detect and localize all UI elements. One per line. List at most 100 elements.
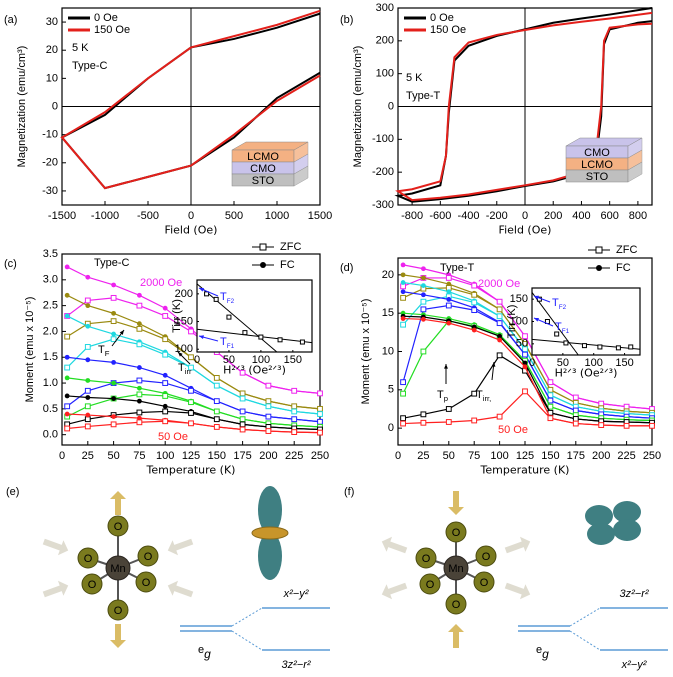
zfc-marker — [292, 430, 297, 435]
zfc-marker — [240, 409, 245, 414]
zfc-marker — [189, 388, 194, 393]
zfc-marker — [85, 424, 90, 429]
zfc-marker — [318, 419, 323, 424]
fc-marker — [65, 314, 70, 319]
oxygen-label: O — [84, 553, 93, 565]
y-tick-label: 100 — [376, 68, 394, 80]
zfc-marker — [214, 297, 218, 301]
x-tick-label: 75 — [133, 450, 145, 462]
zfc-marker — [243, 331, 247, 335]
arrow-head — [444, 364, 448, 369]
x-tick-label: 0 — [395, 450, 401, 462]
y-tick-label: -200 — [372, 166, 394, 178]
fc-marker — [137, 386, 142, 391]
y-tick-label: 20 — [46, 44, 58, 56]
fc-marker — [401, 289, 406, 294]
legend-label: ZFC — [616, 244, 637, 256]
x-tick-label: -600 — [429, 210, 451, 222]
x-tick-label: 0 — [529, 357, 535, 369]
oxygen-label: O — [426, 579, 435, 591]
y-tick-label: 20 — [382, 269, 394, 281]
x-tick-label: -400 — [458, 210, 480, 222]
x-tick-label: 0 — [522, 210, 528, 222]
y-axis-label: Moment (emu x 10⁻⁵) — [360, 299, 372, 405]
panel-label: (b) — [340, 14, 353, 26]
x-tick-label: 25 — [82, 450, 94, 462]
zfc-marker — [573, 417, 578, 422]
annotation-sub: F1 — [227, 343, 235, 350]
strain-arrow — [503, 534, 533, 558]
zfc-marker — [137, 303, 142, 308]
zfc-marker — [624, 404, 629, 409]
zfc-marker — [240, 427, 245, 432]
y-tick-label: 0 — [52, 100, 58, 112]
zfc-marker — [214, 375, 219, 380]
fc-marker — [421, 317, 426, 322]
strain-arrow — [379, 578, 409, 602]
panel-label: (f) — [344, 486, 354, 498]
annotation-sub: irr, — [483, 394, 492, 403]
zfc-marker — [401, 295, 406, 300]
zfc-marker — [266, 383, 271, 388]
annotation-text: Type-T — [440, 262, 475, 274]
zfc-marker — [472, 283, 477, 288]
annotation: 5 K — [406, 72, 423, 84]
zfc-marker — [421, 299, 426, 304]
legend-label: ZFC — [280, 241, 301, 253]
fc-marker — [497, 338, 502, 343]
inset-bg — [197, 280, 312, 352]
y-tick-label: 10 — [46, 72, 58, 84]
y-tick-label: -10 — [42, 129, 58, 141]
fc-marker — [85, 378, 90, 383]
layer-label: CMO — [250, 163, 276, 175]
zfc-marker — [292, 409, 297, 414]
x-tick-label: 250 — [311, 450, 329, 462]
zfc-marker — [629, 345, 633, 349]
zfc-marker — [446, 303, 451, 308]
fc-marker — [65, 265, 70, 270]
y-tick-label: -20 — [42, 157, 58, 169]
x-tick-label: 100 — [490, 450, 508, 462]
x-tick-label: 175 — [233, 450, 251, 462]
connector — [570, 608, 600, 626]
connector — [232, 608, 262, 626]
zfc-marker — [401, 421, 406, 426]
x-tick-label: 200 — [592, 450, 610, 462]
x-axis-label: Temperature (K) — [480, 463, 570, 476]
strain-arrow-shape — [110, 491, 126, 515]
y-tick-label: 150 — [510, 293, 528, 305]
fc-marker — [85, 395, 90, 400]
orbital-label: 3z²−r² — [619, 588, 648, 600]
zfc-marker — [401, 416, 406, 421]
x-tick-label: 150 — [541, 450, 559, 462]
level-sub: g — [542, 647, 549, 661]
annotation: 2000 Oe — [478, 278, 520, 290]
annotation-text: 5 K — [72, 42, 89, 54]
fc-marker — [85, 413, 90, 418]
strain-arrow — [165, 534, 195, 558]
fc-marker — [65, 412, 70, 417]
fc-marker — [401, 316, 406, 321]
legend-marker — [596, 247, 602, 253]
zfc-marker — [240, 417, 245, 422]
zfc-marker — [497, 314, 502, 319]
strain-arrow — [448, 491, 464, 515]
annotation-text: 50 Oe — [158, 431, 188, 443]
x-tick-label: 100 — [156, 450, 174, 462]
zfc-marker — [573, 395, 578, 400]
level-label: eg — [198, 644, 211, 661]
zfc-marker — [446, 420, 451, 425]
y-axis-label: Magnetization (emu/cm³) — [352, 46, 364, 168]
x-tick-label: 225 — [285, 450, 303, 462]
annotation: 50 Oe — [498, 424, 528, 436]
manganese-label: Mn — [110, 563, 125, 575]
zfc-marker — [497, 307, 502, 312]
zfc-marker — [189, 421, 194, 426]
orbital-lobe — [613, 519, 641, 541]
zfc-marker — [189, 355, 194, 360]
panel-label: (e) — [6, 486, 19, 498]
fc-marker — [137, 365, 142, 370]
zfc-marker — [240, 422, 245, 427]
strain-arrow — [41, 534, 71, 558]
strain-arrow — [110, 491, 126, 515]
